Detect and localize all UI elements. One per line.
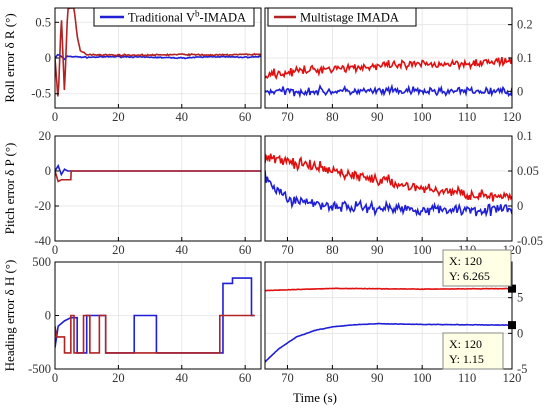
y-tick-label: -20 xyxy=(34,199,51,213)
y-tick-label: -40 xyxy=(34,234,51,248)
datatip-lower-x: X: 120 xyxy=(449,337,482,351)
x-tick-label: 60 xyxy=(239,371,252,385)
datatip-upper: X: 120 Y: 6.265 xyxy=(442,249,512,287)
x-tick-label: 100 xyxy=(413,110,432,124)
y-tick-label: 0.1 xyxy=(517,129,533,143)
y-axis-label-pitch: Pitch error δ P (°) xyxy=(2,143,17,235)
y-tick-label: 0.05 xyxy=(517,164,539,178)
legend-label-multistage: Multistage IMADA xyxy=(300,11,399,25)
axes-frame xyxy=(54,135,262,242)
x-tick-label: 60 xyxy=(239,110,252,124)
x-axis-label: Time (s) xyxy=(293,390,337,405)
x-tick-label: 60 xyxy=(239,243,252,257)
axes-frame xyxy=(264,261,513,370)
series-line-multistage xyxy=(265,56,512,80)
x-tick-label: 20 xyxy=(112,371,125,385)
panel-heading-right: 70 80 90 100 110 120-5 0 5 xyxy=(264,261,527,385)
y-tick-label: 0.1 xyxy=(517,51,533,65)
series-line-multistage xyxy=(265,287,512,292)
series-line-traditional xyxy=(55,53,261,61)
y-tick-label: 0 xyxy=(517,199,523,213)
axes-frame xyxy=(264,135,513,242)
x-tick-label: 20 xyxy=(112,243,125,257)
y-axis-label-roll: Roll error δ R (°) xyxy=(2,13,17,102)
panel-roll-left: 0 20 40 60-0.500.5 xyxy=(31,7,262,124)
datatip-marker xyxy=(508,284,516,293)
y-tick-label: 5 xyxy=(517,291,523,305)
x-tick-label: 100 xyxy=(413,371,432,385)
x-tick-label: 40 xyxy=(176,110,189,124)
datatip-lower-y: Y: 1.15 xyxy=(449,352,484,366)
y-tick-label: -500 xyxy=(28,362,51,376)
y-axis-label-heading: Heading error δ H (°) xyxy=(2,260,17,372)
series-line-traditional xyxy=(265,170,512,218)
y-tick-label: 0 xyxy=(517,84,523,98)
x-tick-label: 20 xyxy=(112,110,125,124)
x-tick-label: 120 xyxy=(503,110,522,124)
x-tick-label: 0 xyxy=(52,110,58,124)
legend-label-traditional: Traditional Vb-IMADA xyxy=(128,9,246,25)
datatip-lower: X: 120 Y: 1.15 xyxy=(442,332,504,370)
legend-item-traditional: Traditional Vb-IMADA xyxy=(93,7,255,27)
x-tick-label: 80 xyxy=(326,371,339,385)
x-tick-label: 70 xyxy=(281,371,294,385)
y-tick-label: 20 xyxy=(39,129,52,143)
y-tick-label: 500 xyxy=(32,255,51,269)
x-tick-label: 70 xyxy=(281,110,294,124)
series-line-multistage xyxy=(55,8,261,97)
panel-pitch-left: 0 20 40 60 -40 -20 0 20 xyxy=(34,129,262,257)
y-tick-label: 0 xyxy=(517,326,523,340)
series-line-traditional xyxy=(265,83,512,99)
series-line-multistage xyxy=(55,170,261,183)
y-tick-label: -5 xyxy=(517,362,527,376)
x-tick-label: 110 xyxy=(458,371,476,385)
y-tick-label: 0 xyxy=(45,164,51,178)
y-tick-label: 0 xyxy=(45,309,51,323)
series-line-traditional xyxy=(55,163,261,177)
legend: Traditional Vb-IMADA Multistage IMADA xyxy=(93,7,417,27)
series-line-traditional xyxy=(265,322,512,363)
x-tick-label: 80 xyxy=(326,243,339,257)
x-tick-label: 90 xyxy=(371,243,384,257)
series-line-multistage xyxy=(55,314,255,354)
x-tick-label: 0 xyxy=(52,371,58,385)
x-tick-label: 70 xyxy=(281,243,294,257)
x-tick-label: 110 xyxy=(458,110,476,124)
y-tick-label: 0.5 xyxy=(35,15,51,29)
x-tick-label: 0 xyxy=(52,243,58,257)
y-tick-label: -0.05 xyxy=(517,234,543,248)
legend-item-multistage: Multistage IMADA xyxy=(267,7,417,27)
y-tick-label: 0.2 xyxy=(517,18,533,32)
x-tick-label: 120 xyxy=(503,371,522,385)
datatip-upper-x: X: 120 xyxy=(449,254,482,268)
x-tick-label: 40 xyxy=(176,371,189,385)
series-line-multistage xyxy=(265,153,512,202)
y-tick-label: -0.5 xyxy=(31,87,51,101)
datatip-upper-y: Y: 6.265 xyxy=(449,269,490,283)
x-tick-label: 90 xyxy=(371,371,384,385)
x-tick-label: 90 xyxy=(371,110,384,124)
datatip-marker xyxy=(508,321,516,330)
panel-roll-right: 70 80 90 100 110 120 0 0.1 0.2 xyxy=(264,7,533,124)
y-tick-label: 0 xyxy=(45,51,51,65)
x-tick-label: 100 xyxy=(413,243,432,257)
x-tick-label: 40 xyxy=(176,243,189,257)
x-tick-label: 80 xyxy=(326,110,339,124)
